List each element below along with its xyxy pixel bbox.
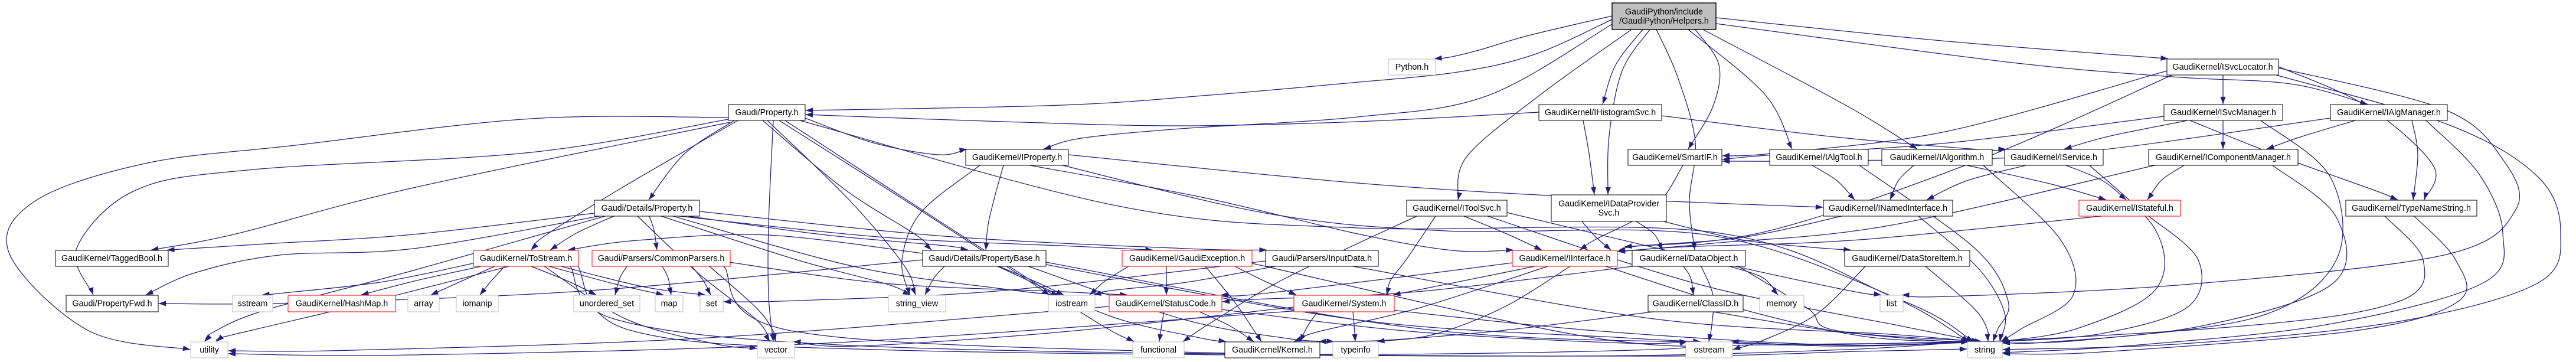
- svg-text:Gaudi/Parsers/InputData.h: Gaudi/Parsers/InputData.h: [1272, 254, 1372, 263]
- svg-text:Gaudi/Parsers/CommonParsers.h: Gaudi/Parsers/CommonParsers.h: [598, 254, 725, 263]
- svg-text:GaudiKernel/IAlgTool.h: GaudiKernel/IAlgTool.h: [1776, 153, 1862, 162]
- svg-text:/GaudiPython/Helpers.h: /GaudiPython/Helpers.h: [1619, 17, 1709, 26]
- svg-text:GaudiPython/include: GaudiPython/include: [1625, 7, 1703, 17]
- svg-text:GaudiKernel/System.h: GaudiKernel/System.h: [1302, 299, 1386, 309]
- svg-text:map: map: [661, 299, 678, 309]
- svg-text:GaudiKernel/TypeNameString.h: GaudiKernel/TypeNameString.h: [2352, 204, 2471, 213]
- svg-text:GaudiKernel/TaggedBool.h: GaudiKernel/TaggedBool.h: [61, 254, 162, 263]
- svg-text:GaudiKernel/GaudiException.h: GaudiKernel/GaudiException.h: [1129, 254, 1245, 263]
- svg-text:GaudiKernel/IInterface.h: GaudiKernel/IInterface.h: [1519, 254, 1611, 263]
- svg-text:GaudiKernel/IHistogramSvc.h: GaudiKernel/IHistogramSvc.h: [1545, 108, 1656, 118]
- svg-text:string_view: string_view: [896, 299, 939, 309]
- svg-text:GaudiKernel/DataObject.h: GaudiKernel/DataObject.h: [1640, 254, 1738, 263]
- svg-text:GaudiKernel/INamedInterface.h: GaudiKernel/INamedInterface.h: [1829, 204, 1947, 213]
- svg-text:array: array: [414, 299, 433, 309]
- svg-text:GaudiKernel/IAlgorithm.h: GaudiKernel/IAlgorithm.h: [1890, 153, 1985, 162]
- svg-text:ostream: ostream: [1694, 345, 1725, 355]
- svg-text:utility: utility: [200, 345, 219, 355]
- svg-text:GaudiKernel/IStateful.h: GaudiKernel/IStateful.h: [2086, 204, 2173, 213]
- svg-text:Svc.h: Svc.h: [1598, 208, 1620, 218]
- svg-text:Gaudi/PropertyFwd.h: Gaudi/PropertyFwd.h: [72, 299, 152, 309]
- svg-text:GaudiKernel/ISvcLocator.h: GaudiKernel/ISvcLocator.h: [2172, 63, 2273, 72]
- svg-text:GaudiKernel/IToolSvc.h: GaudiKernel/IToolSvc.h: [1413, 204, 1501, 213]
- svg-text:iomanip: iomanip: [462, 299, 492, 309]
- svg-text:GaudiKernel/ISvcManager.h: GaudiKernel/ISvcManager.h: [2170, 108, 2276, 118]
- svg-text:typeinfo: typeinfo: [1341, 345, 1370, 355]
- svg-text:string: string: [1975, 345, 1995, 355]
- svg-text:memory: memory: [1767, 299, 1797, 309]
- svg-text:iostream: iostream: [1055, 299, 1088, 309]
- svg-text:GaudiKernel/SmartIF.h: GaudiKernel/SmartIF.h: [1632, 153, 1718, 162]
- svg-text:GaudiKernel/DataStoreItem.h: GaudiKernel/DataStoreItem.h: [1852, 254, 1963, 263]
- svg-text:GaudiKernel/ClassID.h: GaudiKernel/ClassID.h: [1653, 299, 1738, 309]
- svg-text:Gaudi/Details/Property.h: Gaudi/Details/Property.h: [601, 204, 693, 213]
- svg-text:GaudiKernel/Kernel.h: GaudiKernel/Kernel.h: [1232, 345, 1313, 355]
- svg-text:functional: functional: [1140, 345, 1176, 355]
- svg-text:GaudiKernel/HashMap.h: GaudiKernel/HashMap.h: [296, 299, 388, 309]
- svg-text:GaudiKernel/IDataProvider: GaudiKernel/IDataProvider: [1558, 199, 1659, 208]
- svg-text:list: list: [1887, 299, 1897, 309]
- svg-text:GaudiKernel/IComponentManager.: GaudiKernel/IComponentManager.h: [2156, 153, 2291, 162]
- svg-text:GaudiKernel/IProperty.h: GaudiKernel/IProperty.h: [972, 153, 1062, 162]
- svg-text:GaudiKernel/IAlgManager.h: GaudiKernel/IAlgManager.h: [2337, 108, 2441, 118]
- svg-text:unordered_set: unordered_set: [580, 299, 634, 309]
- svg-text:set: set: [706, 299, 717, 309]
- svg-text:GaudiKernel/StatusCode.h: GaudiKernel/StatusCode.h: [1115, 299, 1215, 309]
- svg-text:GaudiKernel/IService.h: GaudiKernel/IService.h: [2011, 153, 2097, 162]
- svg-text:Gaudi/Property.h: Gaudi/Property.h: [735, 108, 798, 118]
- svg-text:GaudiKernel/ToStream.h: GaudiKernel/ToStream.h: [480, 254, 573, 263]
- svg-text:Gaudi/Details/PropertyBase.h: Gaudi/Details/PropertyBase.h: [929, 254, 1039, 263]
- svg-text:sstream: sstream: [238, 299, 268, 309]
- svg-text:vector: vector: [764, 345, 787, 355]
- svg-text:Python.h: Python.h: [1395, 63, 1428, 72]
